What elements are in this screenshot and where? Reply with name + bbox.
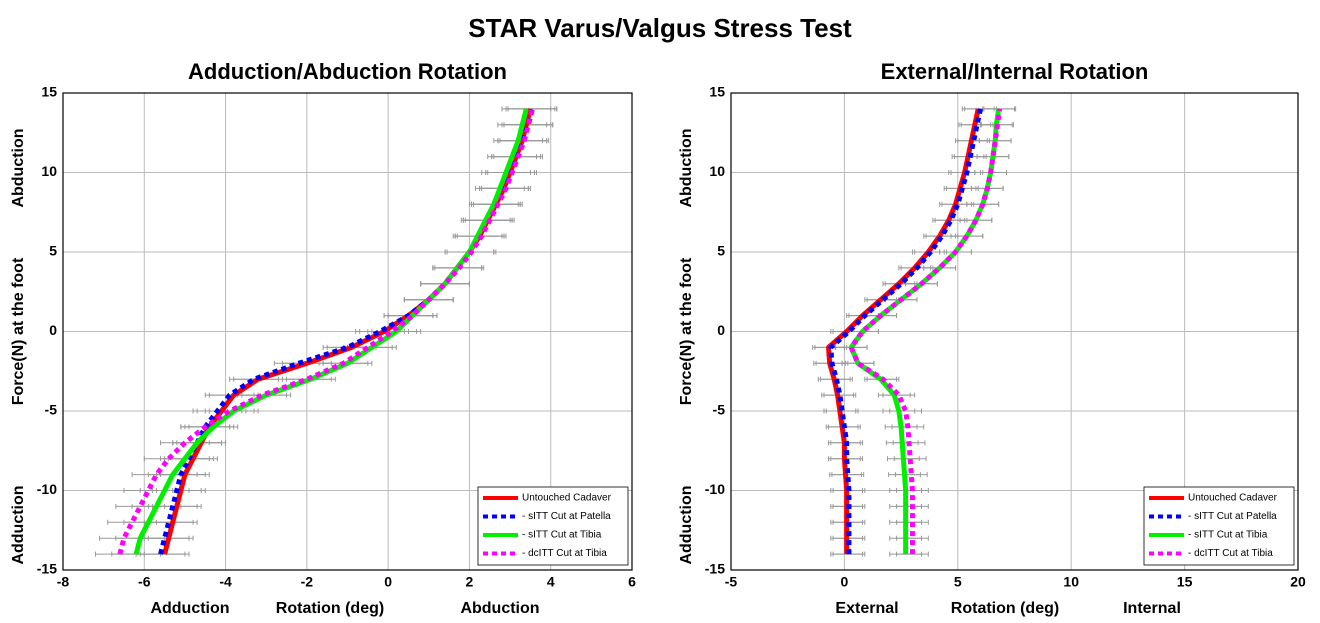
subplot-title: External/Internal Rotation (881, 59, 1149, 84)
x-tick-label: -2 (301, 574, 314, 590)
error-bar (507, 106, 558, 112)
error-bar (889, 408, 923, 414)
series-line (828, 108, 983, 555)
y-axis-label: Abduction (678, 128, 695, 207)
legend-label: - sITT Cut at Patella (1188, 511, 1277, 522)
y-tick-label: -5 (713, 402, 726, 418)
error-bar (204, 408, 255, 414)
legend-label: - sITT Cut at Tibia (522, 530, 602, 541)
series-line (117, 108, 535, 555)
y-axis-label: Adduction (678, 485, 695, 564)
x-tick-label: -5 (725, 574, 738, 590)
x-tick-label: 0 (384, 574, 392, 590)
x-tick-label: -8 (57, 574, 70, 590)
x-axis-label: External (835, 600, 898, 617)
x-tick-label: 4 (547, 574, 555, 590)
x-axis-label: Adduction (150, 600, 229, 617)
legend-label: - dcITT Cut at Tibia (522, 548, 607, 559)
x-tick-label: 10 (1063, 574, 1079, 590)
subplot: -5 0 5 10 15 20 -15 -10 -5 0 5 10 15 External/Interna… (678, 59, 1306, 617)
series-line (158, 108, 535, 555)
legend-label: - sITT Cut at Patella (522, 511, 611, 522)
legend-label: Untouched Cadaver (1188, 493, 1278, 504)
series-line (848, 108, 1003, 555)
series-line (848, 108, 1002, 555)
x-axis-label: Internal (1123, 600, 1181, 617)
y-tick-label: -15 (37, 561, 57, 577)
y-tick-label: -10 (705, 481, 725, 497)
legend-label: - dcITT Cut at Tibia (1188, 548, 1273, 559)
x-tick-label: 5 (954, 574, 962, 590)
series-line (133, 108, 529, 555)
x-tick-label: 2 (466, 574, 474, 590)
y-tick-label: 0 (49, 322, 57, 338)
y-tick-label: 5 (49, 243, 57, 259)
y-tick-label: 0 (717, 322, 725, 338)
axes-frame (62, 92, 633, 571)
legend-label: - sITT Cut at Tibia (1188, 530, 1268, 541)
x-tick-label: -4 (219, 574, 232, 590)
y-tick-label: 15 (41, 84, 57, 100)
y-tick-label: -5 (45, 402, 58, 418)
x-axis-label: Rotation (deg) (276, 600, 384, 617)
y-tick-label: 5 (717, 243, 725, 259)
x-tick-label: 15 (1177, 574, 1193, 590)
x-tick-label: 6 (628, 574, 636, 590)
axes-frame (730, 92, 1299, 571)
y-tick-label: 15 (709, 84, 725, 100)
error-bar (893, 456, 927, 462)
x-tick-label: 20 (1290, 574, 1306, 590)
subplot-title: Adduction/Abduction Rotation (188, 59, 507, 84)
x-axis-label: Rotation (deg) (951, 600, 1059, 617)
figure-title: STAR Varus/Valgus Stress Test (468, 13, 852, 43)
x-axis-label: Abduction (460, 600, 539, 617)
y-axis-label: Force(N) at the foot (10, 257, 27, 405)
y-axis-label: Adduction (10, 485, 27, 564)
subplot: -8 -6 -4 -2 0 2 4 6 -15 -10 -5 0 5 10 15 Adduction/Abdu… (10, 59, 636, 617)
error-bar (882, 392, 916, 398)
y-axis-label: Abduction (10, 128, 27, 207)
legend-label: Untouched Cadaver (522, 493, 612, 504)
error-bar (896, 535, 929, 541)
y-tick-label: 10 (41, 163, 57, 179)
x-tick-label: 0 (841, 574, 849, 590)
legend: Untouched Cadaver - sITT Cut at Patella - … (477, 486, 629, 566)
legend: Untouched Cadaver - sITT Cut at Patella - … (1143, 486, 1295, 566)
x-tick-label: -6 (138, 574, 151, 590)
y-tick-label: -10 (37, 481, 57, 497)
y-tick-label: 10 (709, 163, 725, 179)
y-tick-label: -15 (705, 561, 725, 577)
error-bar (894, 472, 928, 478)
y-axis-label: Force(N) at the foot (678, 257, 695, 405)
